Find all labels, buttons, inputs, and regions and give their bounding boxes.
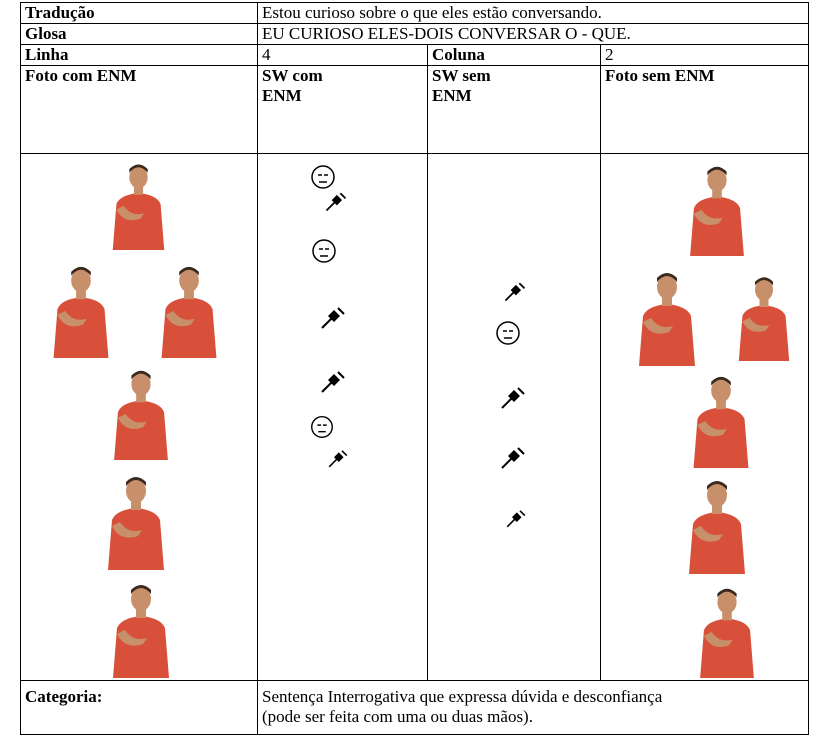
glyph bbox=[318, 302, 348, 332]
glyph bbox=[318, 366, 348, 396]
value: 4 bbox=[257, 44, 428, 66]
glyphs bbox=[258, 154, 427, 680]
photo bbox=[139, 260, 239, 358]
photo bbox=[671, 370, 771, 468]
value: Estou curioso sobre o que eles estão con… bbox=[256, 2, 810, 24]
photo bbox=[91, 158, 186, 250]
photo-cell bbox=[599, 153, 810, 681]
glyph bbox=[326, 446, 350, 470]
photo bbox=[91, 364, 191, 460]
column-header: Foto sem ENM bbox=[599, 65, 810, 154]
label: Tradução bbox=[20, 2, 258, 24]
glyph bbox=[492, 318, 524, 348]
glyphs bbox=[428, 154, 600, 680]
header-text: SW com ENM bbox=[262, 66, 323, 105]
photo bbox=[719, 264, 809, 368]
category-text: Sentença Interrogativa que expressa dúvi… bbox=[256, 680, 810, 735]
label: Glosa bbox=[20, 23, 258, 45]
photo bbox=[617, 264, 717, 368]
category-body: Sentença Interrogativa que expressa dúvi… bbox=[262, 687, 663, 726]
column-header: Foto com ENM bbox=[20, 65, 258, 154]
photo-cell bbox=[20, 153, 258, 681]
column-header: SW com ENM bbox=[257, 65, 428, 154]
glyph bbox=[308, 412, 336, 442]
photo bbox=[677, 582, 777, 678]
header-text: SW sem ENM bbox=[432, 66, 491, 105]
label: Linha bbox=[20, 44, 258, 66]
photos bbox=[601, 154, 808, 680]
table: Tradução Estou curioso sobre o que eles … bbox=[20, 2, 810, 735]
photo bbox=[31, 260, 131, 358]
signwriting-cell bbox=[427, 153, 601, 681]
column-header: SW sem ENM bbox=[427, 65, 601, 154]
value: 2 bbox=[599, 44, 810, 66]
glyph bbox=[498, 442, 528, 472]
photo bbox=[91, 578, 191, 678]
glyph bbox=[308, 236, 340, 266]
glyph bbox=[323, 188, 349, 214]
label: Coluna bbox=[427, 44, 601, 66]
value: EU CURIOSO ELES-DOIS CONVERSAR O - QUE. bbox=[256, 23, 810, 45]
glyph bbox=[504, 506, 528, 530]
signwriting-cell bbox=[257, 153, 428, 681]
photo bbox=[667, 160, 767, 256]
category-label: Categoria: bbox=[20, 680, 258, 735]
photo bbox=[667, 472, 767, 576]
photo bbox=[86, 466, 186, 574]
glyph bbox=[502, 278, 528, 304]
photos bbox=[21, 154, 257, 680]
glyph bbox=[498, 382, 528, 412]
